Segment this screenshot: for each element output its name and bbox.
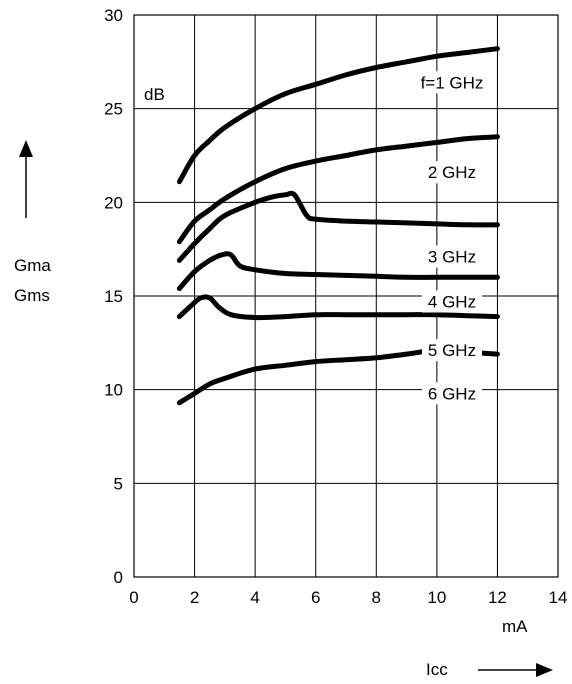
y-tick-label: 30	[104, 6, 123, 25]
series-line-2	[176, 134, 500, 245]
series-label-bg	[422, 382, 482, 405]
x-tick-label: 4	[250, 588, 259, 607]
y-axis-arrow-icon	[19, 140, 33, 218]
x-tick-label: 6	[311, 588, 320, 607]
series-label: 4 GHz	[428, 292, 476, 311]
x-tick-label: 10	[427, 588, 446, 607]
y-unit-label: dB	[144, 85, 165, 104]
y-tick-label: 25	[104, 100, 123, 119]
series-label: 5 GHz	[428, 341, 476, 360]
x-unit-label: mA	[502, 617, 528, 636]
series-label-bg	[422, 161, 482, 184]
series-line-1	[176, 46, 500, 185]
x-axis-label: Icc	[426, 660, 448, 679]
series-label-bg	[422, 339, 482, 362]
x-tick-label: 2	[190, 588, 199, 607]
y-tick-label: 0	[114, 568, 123, 587]
x-tick-label: 12	[488, 588, 507, 607]
series-curves	[176, 46, 500, 406]
x-axis-arrow-icon	[478, 663, 553, 677]
series-labels: f=1 GHz 2 GHz 3 GHz 4 GHz 5 GHz 6 GHz	[412, 71, 492, 405]
x-tick-label: 14	[549, 588, 568, 607]
y-tick-labels: 0 5 10 15 20 25 30	[104, 6, 123, 587]
y-tick-label: 15	[104, 287, 123, 306]
series-label: 2 GHz	[428, 163, 476, 182]
series-label-bg	[412, 71, 492, 94]
series-label-bg	[422, 290, 482, 313]
y-tick-label: 5	[114, 474, 123, 493]
series-line-3	[176, 190, 500, 263]
plot-frame	[133, 14, 559, 578]
series-line-4	[176, 251, 500, 291]
x-tick-label: 0	[129, 588, 138, 607]
y-axis-label-gma: Gma	[14, 256, 51, 275]
x-tick-label: 8	[372, 588, 381, 607]
series-label: f=1 GHz	[421, 73, 484, 92]
series-label-bg	[422, 245, 482, 268]
x-tick-labels: 0 2 4 6 8 10 12 14	[129, 588, 567, 607]
series-label: 6 GHz	[428, 384, 476, 403]
grid-lines	[133, 14, 559, 578]
y-tick-label: 10	[104, 381, 123, 400]
y-axis-label-gms: Gms	[14, 286, 50, 305]
series-line-5	[176, 294, 500, 321]
y-tick-label: 20	[104, 193, 123, 212]
series-label: 3 GHz	[428, 248, 476, 267]
